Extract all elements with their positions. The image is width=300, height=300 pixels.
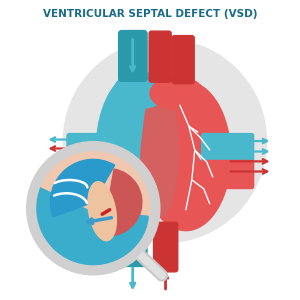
Text: VENTRICULAR SEPTAL DEFECT (VSD): VENTRICULAR SEPTAL DEFECT (VSD) — [43, 9, 257, 19]
Ellipse shape — [141, 81, 231, 231]
FancyBboxPatch shape — [118, 219, 147, 266]
FancyBboxPatch shape — [202, 173, 254, 188]
FancyBboxPatch shape — [118, 31, 147, 81]
Circle shape — [27, 142, 160, 275]
Ellipse shape — [96, 72, 180, 228]
Ellipse shape — [142, 83, 178, 217]
FancyBboxPatch shape — [67, 148, 117, 166]
FancyBboxPatch shape — [67, 164, 117, 181]
Ellipse shape — [150, 77, 204, 110]
Ellipse shape — [114, 72, 168, 108]
FancyBboxPatch shape — [67, 134, 117, 151]
Circle shape — [32, 147, 154, 269]
Wedge shape — [32, 187, 148, 269]
FancyBboxPatch shape — [202, 160, 254, 176]
FancyBboxPatch shape — [172, 36, 194, 84]
Ellipse shape — [88, 182, 116, 241]
Wedge shape — [50, 159, 115, 217]
Circle shape — [31, 146, 156, 271]
FancyBboxPatch shape — [202, 134, 254, 149]
FancyBboxPatch shape — [154, 222, 178, 272]
Wedge shape — [97, 169, 142, 236]
Circle shape — [63, 40, 266, 243]
FancyBboxPatch shape — [149, 31, 171, 82]
FancyBboxPatch shape — [202, 147, 254, 163]
